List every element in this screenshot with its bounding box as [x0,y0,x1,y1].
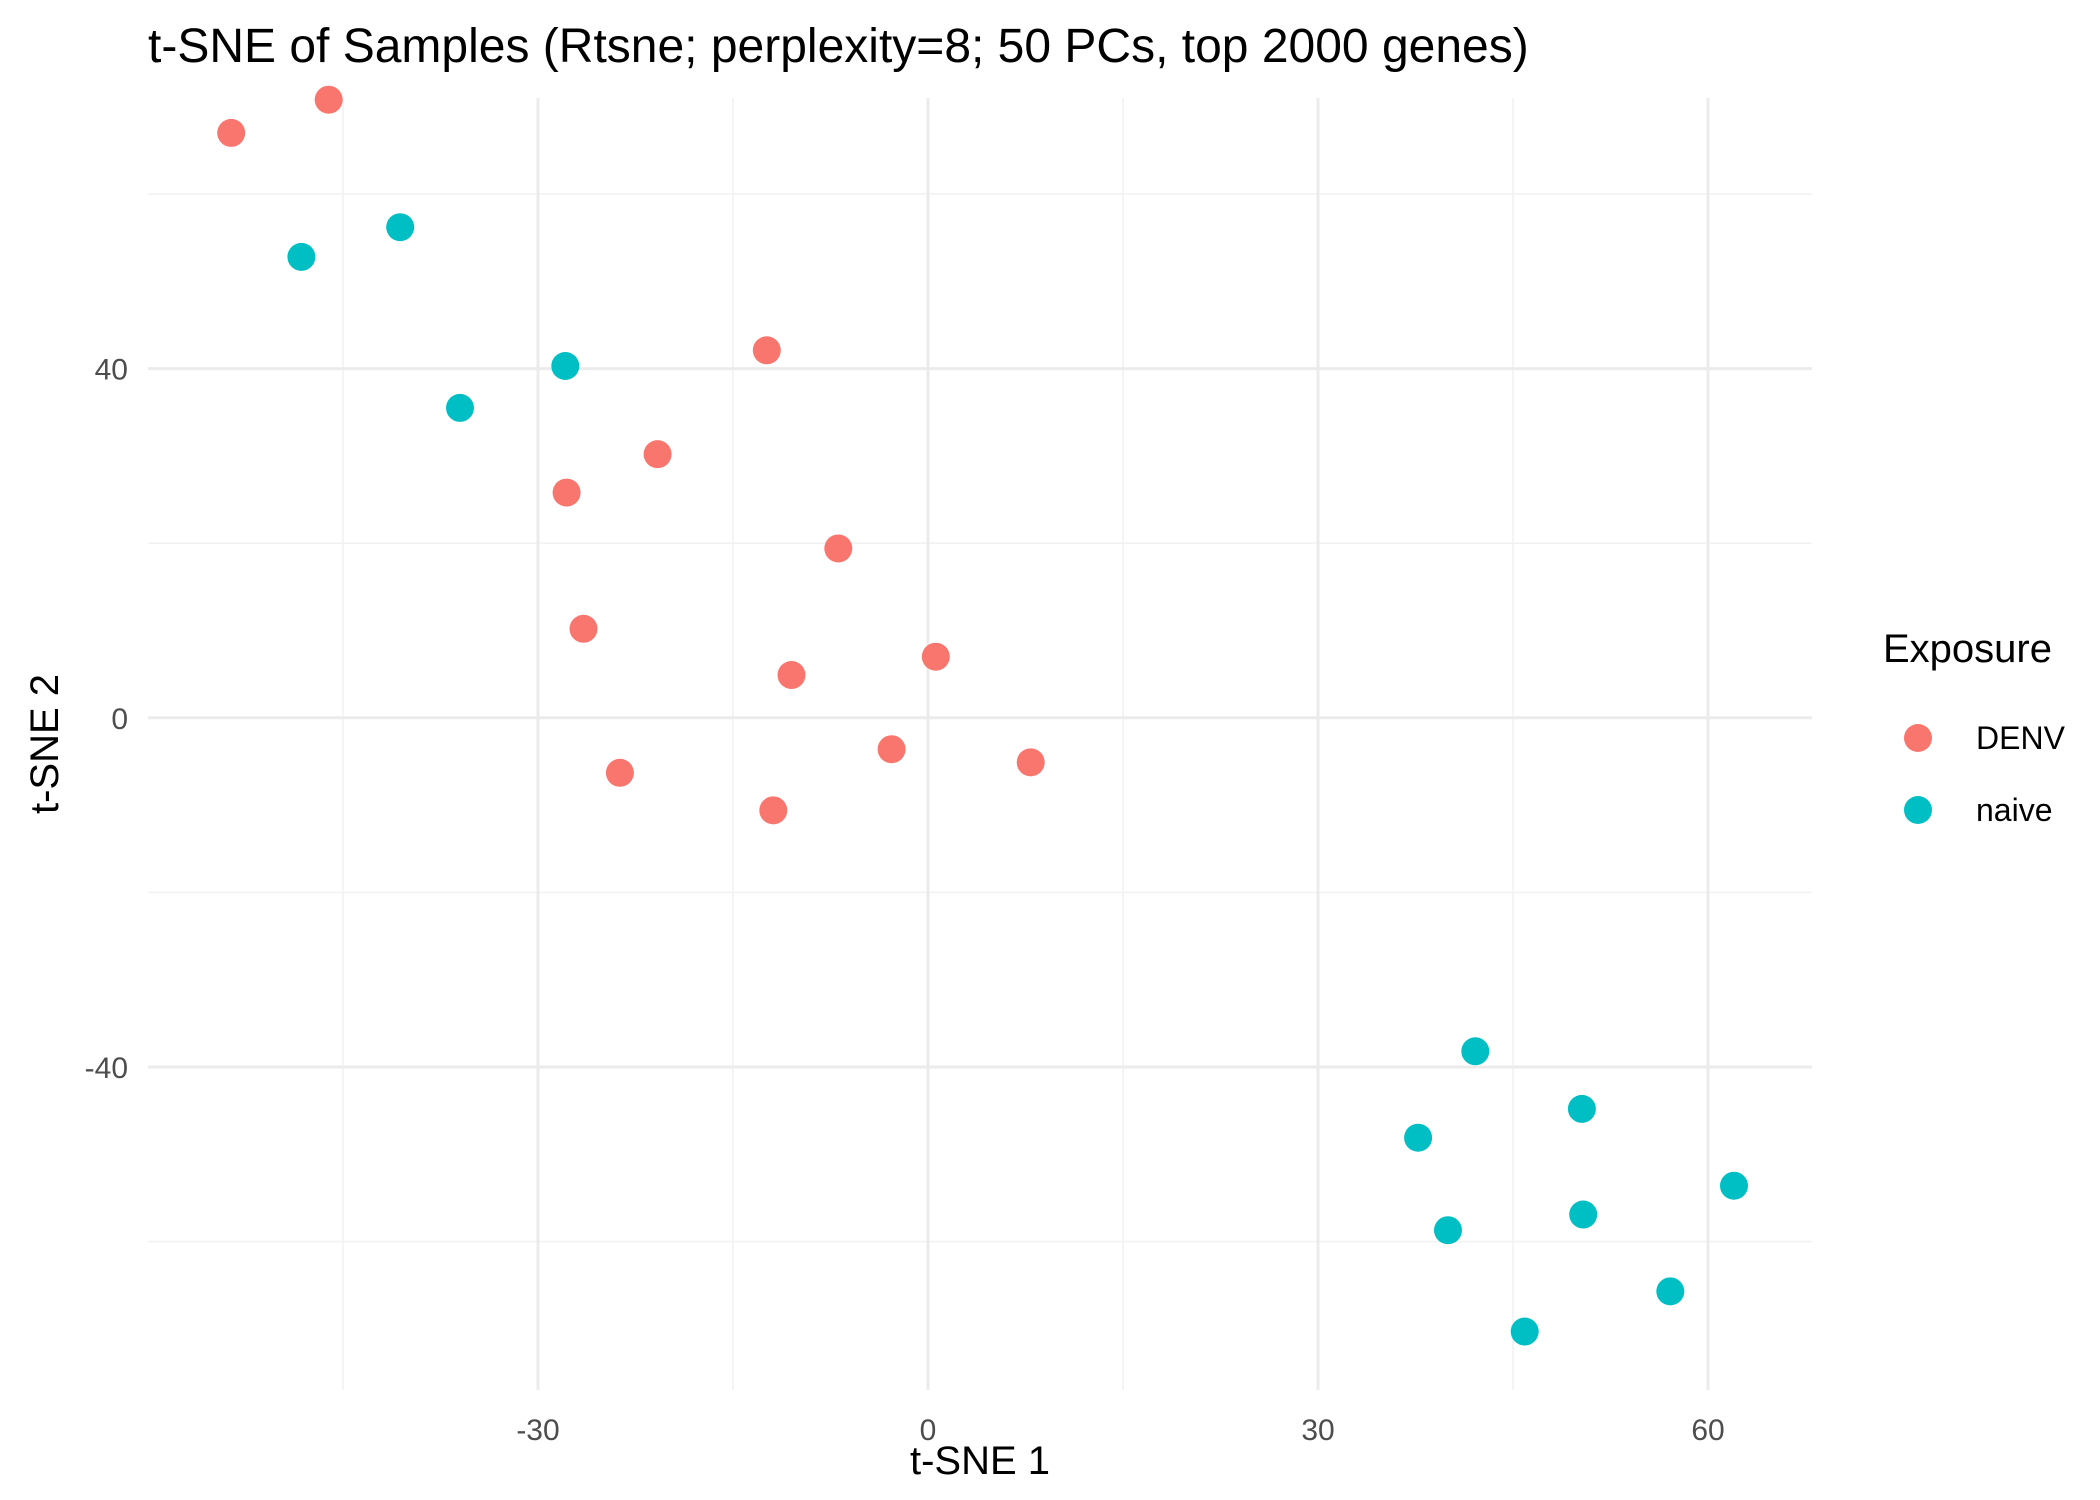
data-point-denv [217,118,246,147]
data-points [217,85,1748,1346]
y-tick-label: 0 [111,703,128,736]
data-point-denv [752,336,781,365]
x-tick-label: 0 [920,1414,937,1447]
tick-labels: -30 0 30 60 40 0 -40 [85,354,1725,1447]
data-point-naive [1656,1277,1685,1306]
legend-key-denv [1904,724,1932,752]
x-tick-label: 60 [1691,1414,1724,1447]
data-point-naive [1461,1037,1490,1066]
y-axis-title: t-SNE 2 [23,674,67,814]
data-point-denv [824,534,853,563]
data-point-naive [1404,1123,1433,1152]
data-point-naive [1569,1200,1598,1229]
legend-label-naive: naive [1976,792,2053,828]
chart-title: t-SNE of Samples (Rtsne; perplexity=8; 5… [148,20,1529,73]
data-point-denv [1016,748,1045,777]
legend-key-naive [1904,796,1932,824]
data-point-denv [643,440,672,469]
legend-title: Exposure [1883,627,2052,671]
data-point-naive [386,213,415,242]
y-tick-label: 40 [95,354,128,387]
data-point-naive [1510,1317,1539,1346]
data-point-naive [1434,1216,1462,1245]
data-point-naive [1567,1094,1596,1123]
x-tick-label: 30 [1301,1414,1334,1447]
legend: Exposure DENV naive [1883,627,2066,828]
data-point-naive [551,352,580,381]
legend-label-denv: DENV [1976,720,2066,756]
data-point-naive [1720,1171,1748,1200]
data-point-denv [777,661,806,690]
data-point-denv [877,735,906,764]
data-point-naive [446,393,474,422]
data-point-denv [921,642,950,671]
x-tick-label: -30 [516,1414,559,1447]
data-point-denv [569,614,598,643]
data-point-denv [605,758,634,787]
data-point-naive [287,242,316,271]
x-axis-title: t-SNE 1 [910,1439,1050,1483]
data-point-denv [314,85,343,114]
data-point-denv [759,796,788,825]
grid [148,98,1812,1390]
data-point-denv [552,478,581,507]
y-tick-label: -40 [85,1052,128,1085]
